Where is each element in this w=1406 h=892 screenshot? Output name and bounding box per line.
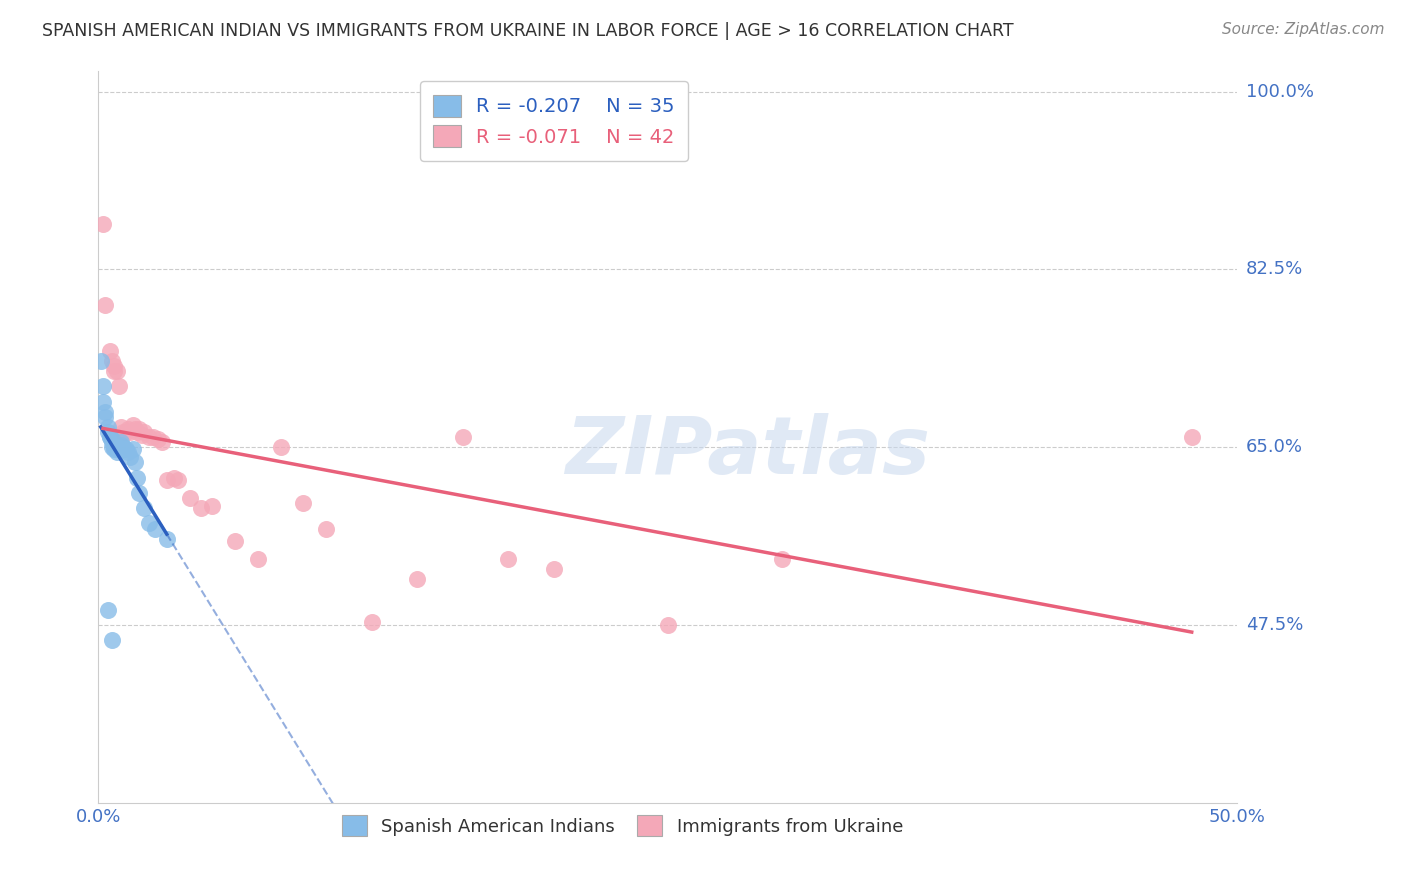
Point bbox=[315, 521, 337, 535]
Point bbox=[94, 409, 117, 424]
Point bbox=[91, 394, 114, 409]
Point bbox=[121, 442, 143, 457]
Point bbox=[94, 298, 117, 312]
Point bbox=[406, 572, 429, 586]
Point bbox=[98, 343, 121, 358]
Point bbox=[103, 359, 125, 373]
Point bbox=[132, 425, 155, 439]
Text: 47.5%: 47.5% bbox=[1246, 616, 1303, 634]
Point bbox=[112, 425, 135, 439]
Text: Source: ZipAtlas.com: Source: ZipAtlas.com bbox=[1222, 22, 1385, 37]
Point bbox=[150, 435, 173, 450]
Point bbox=[770, 552, 793, 566]
Point bbox=[98, 430, 121, 444]
Point bbox=[246, 552, 269, 566]
Point bbox=[167, 473, 190, 487]
Point bbox=[110, 435, 132, 450]
Point bbox=[190, 501, 212, 516]
Point bbox=[96, 420, 118, 434]
Point bbox=[91, 379, 114, 393]
Point bbox=[124, 455, 146, 469]
Point bbox=[498, 552, 520, 566]
Point bbox=[127, 471, 149, 485]
Point bbox=[128, 486, 150, 500]
Point bbox=[117, 445, 139, 459]
Text: ZIPatlas: ZIPatlas bbox=[565, 413, 931, 491]
Point bbox=[120, 425, 142, 439]
Point bbox=[105, 445, 128, 459]
Point bbox=[101, 633, 124, 648]
Point bbox=[1181, 430, 1204, 444]
Text: 65.0%: 65.0% bbox=[1246, 438, 1302, 456]
Point bbox=[112, 440, 135, 454]
Point bbox=[98, 430, 121, 444]
Point bbox=[132, 501, 155, 516]
Point bbox=[94, 405, 117, 419]
Point bbox=[162, 471, 184, 485]
Point bbox=[138, 430, 160, 444]
Point bbox=[110, 420, 132, 434]
Point bbox=[128, 422, 150, 436]
Point bbox=[179, 491, 201, 505]
Point bbox=[101, 440, 124, 454]
Text: 100.0%: 100.0% bbox=[1246, 83, 1313, 101]
Point bbox=[101, 432, 124, 446]
Point bbox=[114, 442, 136, 457]
Point bbox=[121, 417, 143, 432]
Point bbox=[156, 532, 179, 546]
Point bbox=[112, 442, 135, 457]
Point bbox=[120, 450, 142, 465]
Point bbox=[108, 442, 131, 457]
Point bbox=[103, 364, 125, 378]
Point bbox=[101, 435, 124, 450]
Point bbox=[145, 521, 167, 535]
Point bbox=[103, 442, 125, 457]
Text: 82.5%: 82.5% bbox=[1246, 260, 1303, 278]
Point bbox=[127, 425, 149, 439]
Point bbox=[543, 562, 565, 576]
Point bbox=[156, 473, 179, 487]
Point bbox=[105, 438, 128, 452]
Point bbox=[131, 428, 153, 442]
Point bbox=[201, 499, 224, 513]
Text: SPANISH AMERICAN INDIAN VS IMMIGRANTS FROM UKRAINE IN LABOR FORCE | AGE > 16 COR: SPANISH AMERICAN INDIAN VS IMMIGRANTS FR… bbox=[42, 22, 1014, 40]
Point bbox=[360, 615, 382, 629]
Point bbox=[114, 425, 136, 439]
Point bbox=[117, 422, 139, 436]
Point bbox=[270, 440, 292, 454]
Point bbox=[105, 364, 128, 378]
Point bbox=[138, 516, 160, 531]
Point bbox=[96, 603, 118, 617]
Point bbox=[96, 425, 118, 439]
Point bbox=[103, 440, 125, 454]
Point bbox=[142, 430, 165, 444]
Point bbox=[124, 422, 146, 436]
Point bbox=[292, 496, 315, 510]
Point bbox=[91, 217, 114, 231]
Point bbox=[224, 533, 246, 548]
Point bbox=[101, 354, 124, 368]
Point bbox=[90, 354, 112, 368]
Point bbox=[451, 430, 474, 444]
Point bbox=[108, 440, 131, 454]
Point bbox=[146, 432, 169, 446]
Point bbox=[110, 438, 132, 452]
Point bbox=[657, 618, 679, 632]
Legend: Spanish American Indians, Immigrants from Ukraine: Spanish American Indians, Immigrants fro… bbox=[333, 806, 912, 845]
Point bbox=[108, 379, 131, 393]
